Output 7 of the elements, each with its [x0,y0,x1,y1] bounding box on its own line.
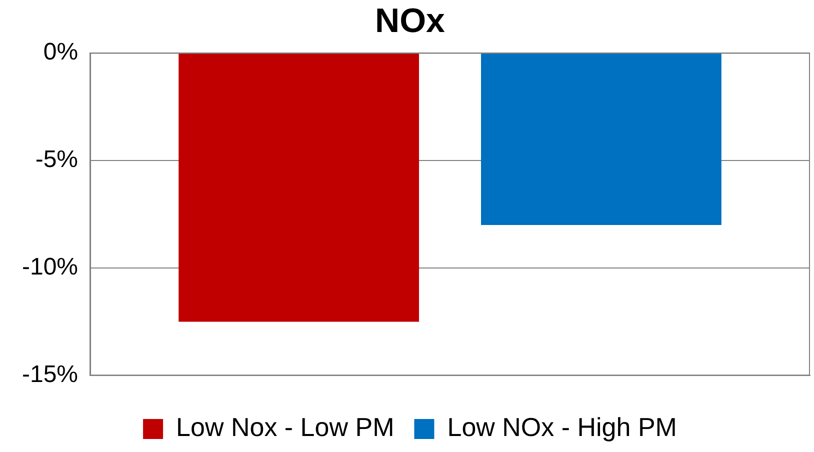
y-tick-label: -10% [22,254,78,281]
y-tick-label: 0% [43,38,78,66]
legend-label: Low Nox - Low PM [176,412,394,442]
legend-label: Low NOx - High PM [447,412,677,442]
chart-title: NOx [375,2,446,40]
y-tick-label: -15% [22,361,78,388]
y-tick-label: -5% [35,146,78,174]
